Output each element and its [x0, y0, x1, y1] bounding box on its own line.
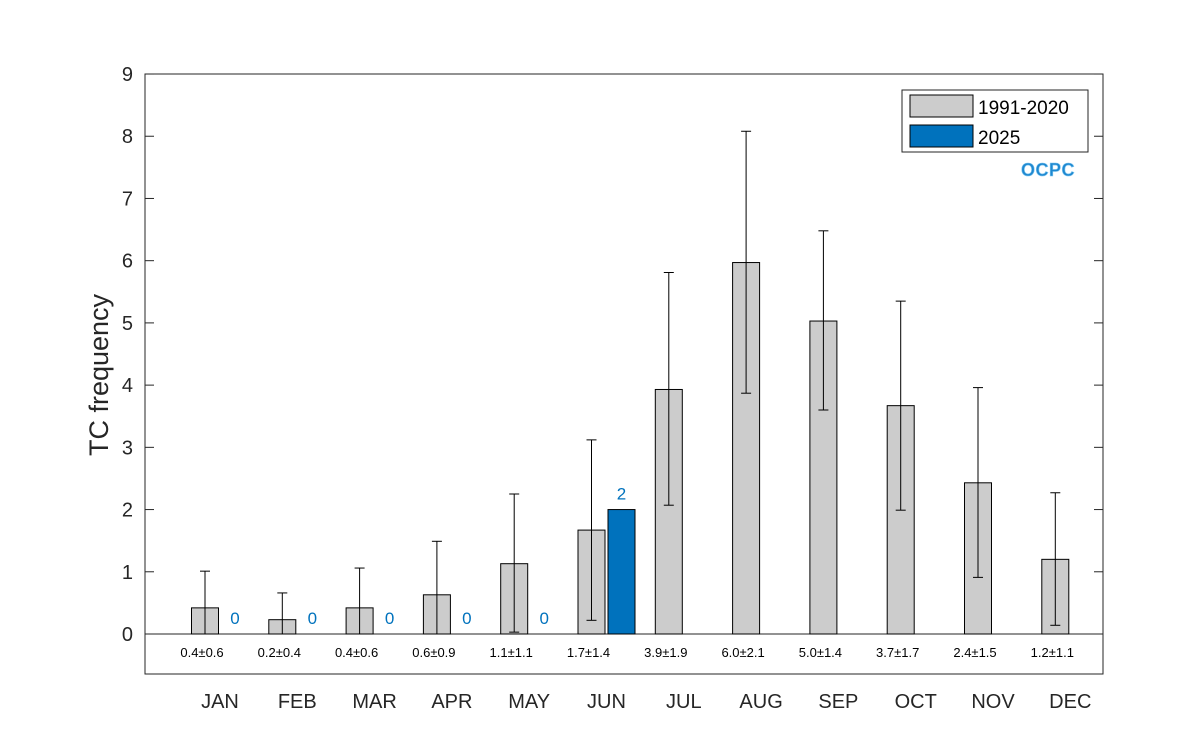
- count-label: 0: [385, 609, 394, 628]
- y-tick-label: 1: [122, 562, 133, 584]
- ocpc-logo: OCPC: [1021, 160, 1075, 181]
- stat-label: 5.0±1.4: [799, 645, 842, 660]
- legend: 1991-2020 2025: [901, 89, 1089, 153]
- x-tick-label: DEC: [1049, 691, 1091, 713]
- x-tick-label: JUL: [666, 691, 702, 713]
- stat-label: 0.4±0.6: [335, 645, 378, 660]
- x-tick-label: NOV: [971, 691, 1015, 713]
- stat-label: 3.7±1.7: [876, 645, 919, 660]
- count-label: 0: [308, 609, 317, 628]
- legend-swatch-1991-2020: [909, 94, 974, 118]
- y-tick-label: 4: [122, 375, 133, 397]
- x-tick-label: MAR: [352, 691, 396, 713]
- x-tick-label: OCT: [895, 691, 937, 713]
- x-tick-label: JUN: [587, 691, 626, 713]
- legend-label-2025: 2025: [978, 128, 1020, 149]
- y-tick-label: 9: [122, 64, 133, 86]
- stat-label: 6.0±2.1: [721, 645, 764, 660]
- count-label: 2: [617, 485, 626, 504]
- y-axis-label: TC frequency: [84, 293, 114, 456]
- stat-label: 0.6±0.9: [412, 645, 455, 660]
- x-tick-label: FEB: [278, 691, 317, 713]
- stat-label: 2.4±1.5: [953, 645, 996, 660]
- x-tick-label: MAY: [508, 691, 550, 713]
- stat-label: 0.4±0.6: [180, 645, 223, 660]
- x-tick-label: SEP: [818, 691, 858, 713]
- count-label: 0: [230, 609, 239, 628]
- x-tick-label: JAN: [201, 691, 239, 713]
- y-tick-label: 6: [122, 251, 133, 273]
- y-tick-label: 7: [122, 188, 133, 210]
- stat-label: 1.1±1.1: [490, 645, 533, 660]
- count-label: 0: [462, 609, 471, 628]
- legend-label-1991-2020: 1991-2020: [978, 98, 1069, 119]
- legend-swatch-2025: [909, 124, 974, 148]
- stat-label: 1.2±1.1: [1031, 645, 1074, 660]
- y-tick-label: 3: [122, 437, 133, 459]
- stat-label: 3.9±1.9: [644, 645, 687, 660]
- ocpc-logo-text: OCPC: [1021, 160, 1075, 180]
- count-label: 0: [539, 609, 548, 628]
- x-tick-label: AUG: [739, 691, 782, 713]
- y-tick-label: 0: [122, 624, 133, 646]
- x-tick-label: APR: [431, 691, 472, 713]
- y-tick-label: 2: [122, 500, 133, 522]
- stat-label: 1.7±1.4: [567, 645, 610, 660]
- bar-2025: [607, 509, 636, 635]
- stat-label: 0.2±0.4: [258, 645, 301, 660]
- y-tick-label: 5: [122, 313, 133, 335]
- y-tick-label: 8: [122, 126, 133, 148]
